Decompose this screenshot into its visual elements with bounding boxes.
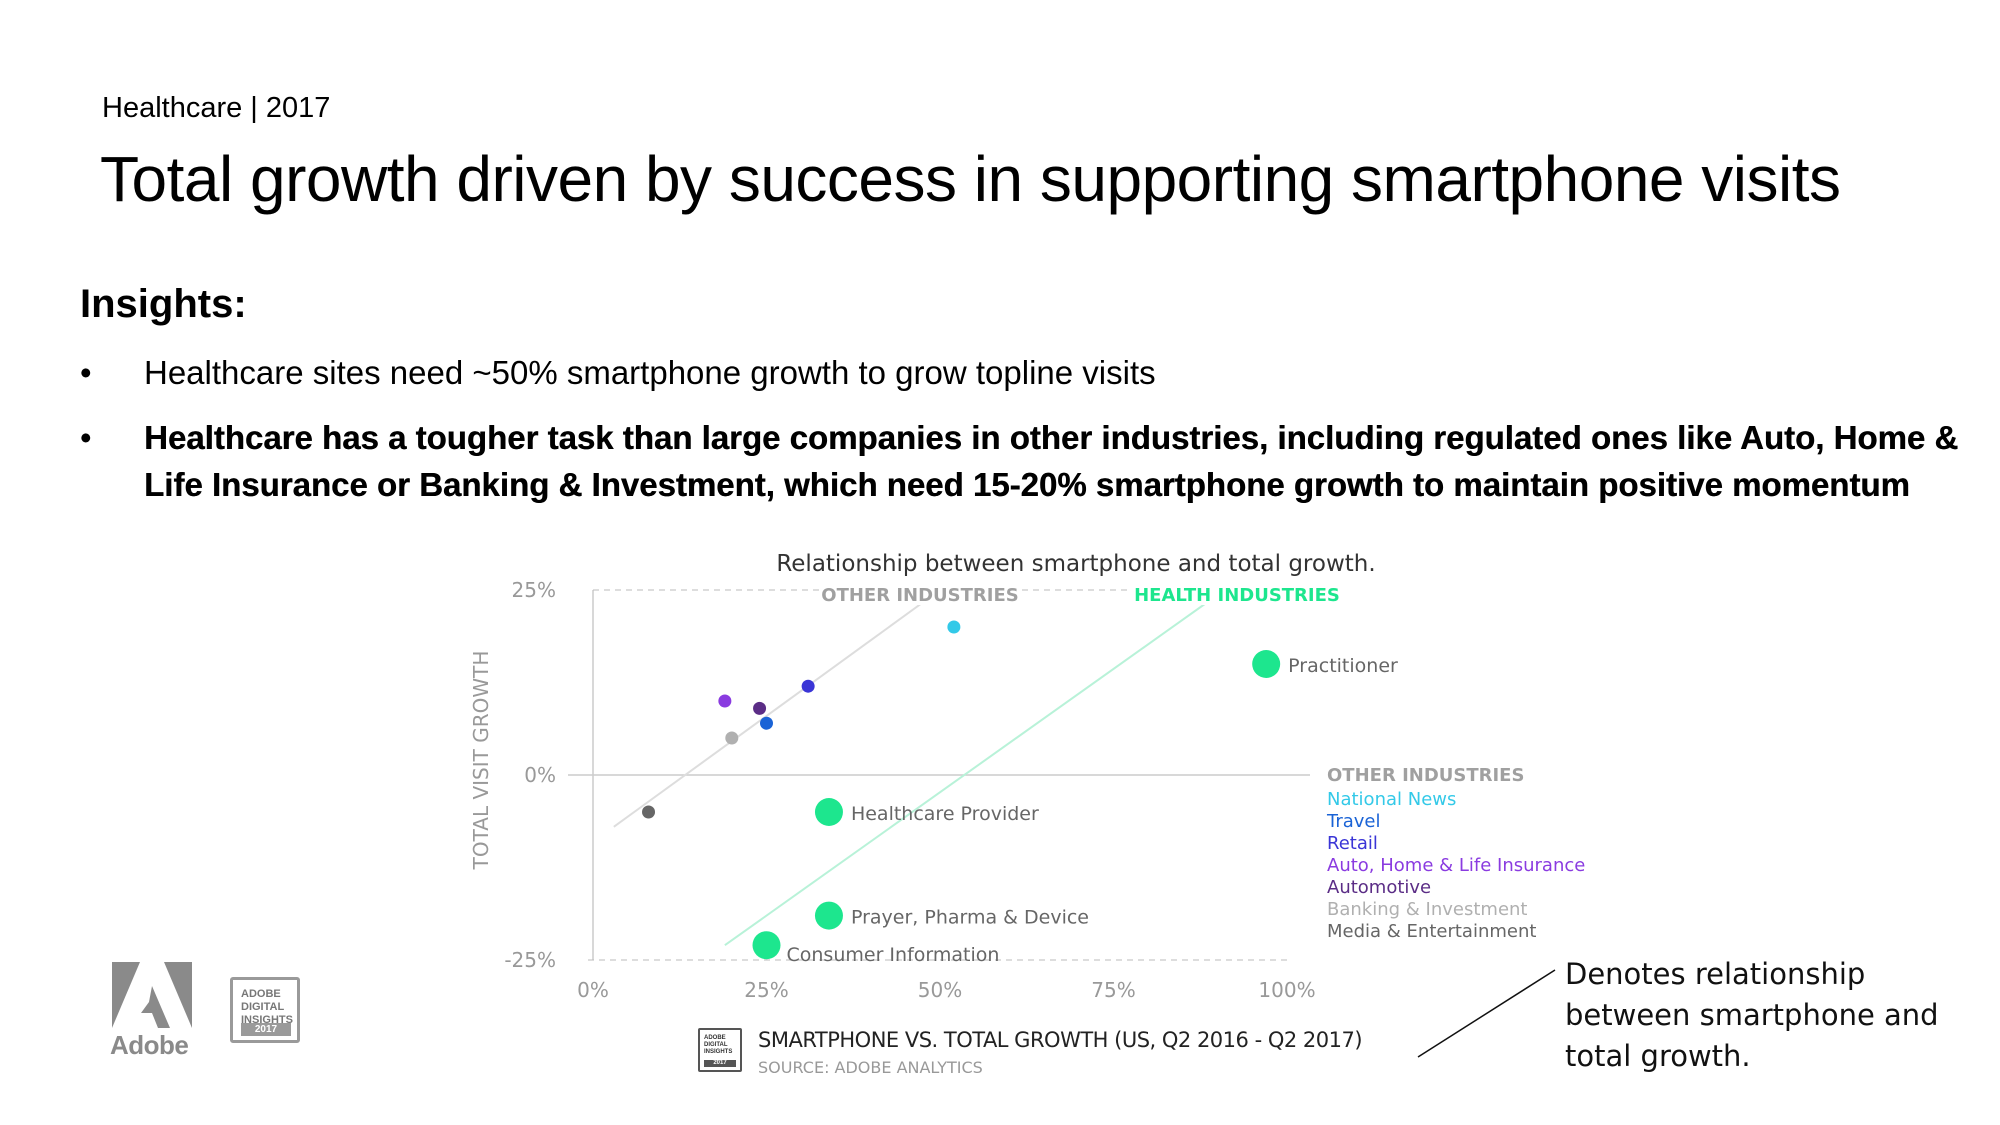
insights-heading: Insights:: [80, 282, 247, 326]
insight-text: Healthcare sites need ~50% smartphone gr…: [144, 354, 1156, 391]
legend-item: Media & Entertainment: [1327, 921, 1536, 942]
data-point: [753, 701, 767, 715]
y-tick-label: -25%: [504, 948, 556, 972]
x-tick-label: 75%: [1091, 978, 1135, 1002]
trend-line-health: [724, 589, 1226, 947]
adobe-digital-insights-badge: ADOBE DIGITAL INSIGHTS 2017: [230, 977, 300, 1043]
annotation-text: Denotes relationship between smartphone …: [1565, 957, 1939, 1073]
data-point: [725, 731, 739, 745]
legend-item: Automotive: [1327, 877, 1431, 898]
breadcrumb: Healthcare | 2017: [102, 92, 331, 124]
trend-line-other: [613, 589, 941, 828]
health-data-point: [814, 901, 843, 930]
health-data-point: [814, 798, 843, 826]
legend-item: National News: [1327, 789, 1456, 810]
data-point: [760, 716, 773, 730]
x-tick-label: 25%: [744, 978, 788, 1002]
y-tick-label: 0%: [524, 763, 556, 787]
group-label-health: HEALTH INDUSTRIES: [1134, 585, 1340, 606]
source-badge-icon: ADOBE DIGITAL INSIGHTS 2017: [698, 1028, 742, 1072]
x-tick-label: 0%: [577, 978, 609, 1002]
adobe-wordmark: Adobe: [110, 1030, 189, 1060]
data-point: [947, 620, 961, 634]
health-data-point: [1252, 650, 1281, 678]
legend-item: Auto, Home & Life Insurance: [1327, 855, 1585, 876]
data-label: Consumer Information: [787, 944, 1000, 966]
legend-item: Banking & Investment: [1327, 899, 1527, 920]
x-tick-label: 50%: [918, 978, 962, 1002]
data-label: Practitioner: [1288, 655, 1398, 677]
source-title: SMARTPHONE VS. TOTAL GROWTH (US, Q2 2016…: [758, 1028, 1363, 1052]
data-point: [718, 694, 732, 708]
legend-title: OTHER INDUSTRIES: [1327, 765, 1524, 786]
legend-item: Travel: [1326, 811, 1381, 832]
bullet-dot: •: [80, 419, 92, 456]
page-title: Total growth driven by success in suppor…: [100, 143, 1841, 215]
data-point: [801, 679, 815, 693]
group-label-other: OTHER INDUSTRIES: [821, 585, 1018, 606]
insight-text: Healthcare has a tougher task than large…: [144, 419, 1959, 503]
y-tick-label: 25%: [512, 578, 556, 602]
group-label-bg: [1130, 583, 1340, 605]
source-subtitle: SOURCE: ADOBE ANALYTICS: [758, 1058, 983, 1077]
chart-title: Relationship between smartphone and tota…: [776, 551, 1375, 577]
annotation-line: [1417, 969, 1556, 1058]
data-point: [642, 805, 656, 819]
health-data-point: [752, 931, 781, 960]
legend-item: Retail: [1327, 833, 1378, 854]
y-axis-label: TOTAL VISIT GROWTH: [469, 651, 493, 871]
x-tick-label: 100%: [1258, 978, 1315, 1002]
data-label: Prayer, Pharma & Device: [851, 907, 1089, 929]
group-label-bg: [822, 583, 1018, 605]
data-label: Healthcare Provider: [851, 803, 1039, 825]
adobe-logo-icon: [112, 962, 192, 1028]
bullet-dot: •: [80, 354, 92, 391]
